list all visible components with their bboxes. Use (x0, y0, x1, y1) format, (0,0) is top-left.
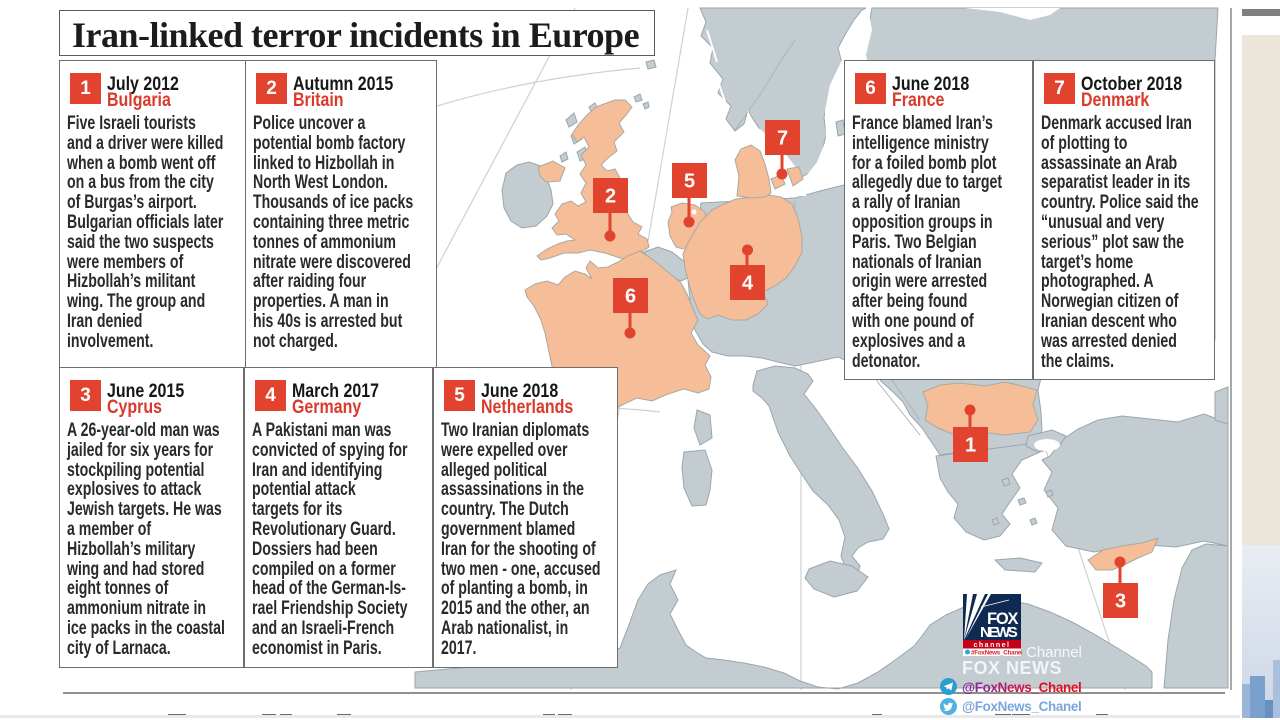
svg-text:4: 4 (742, 273, 754, 295)
svg-text:5: 5 (684, 171, 695, 193)
svg-text:3: 3 (1115, 591, 1126, 613)
svg-text:6: 6 (625, 286, 636, 308)
svg-text:NEWS: NEWS (980, 624, 1018, 641)
svg-text:2: 2 (605, 186, 616, 208)
svg-text:#FoxNews_Chanel: #FoxNews_Chanel (971, 650, 1022, 657)
svg-text:channel: channel (974, 642, 1011, 649)
svg-text:7: 7 (777, 128, 788, 150)
svg-text:1: 1 (965, 435, 976, 457)
svg-text:FOX: FOX (987, 610, 1019, 628)
